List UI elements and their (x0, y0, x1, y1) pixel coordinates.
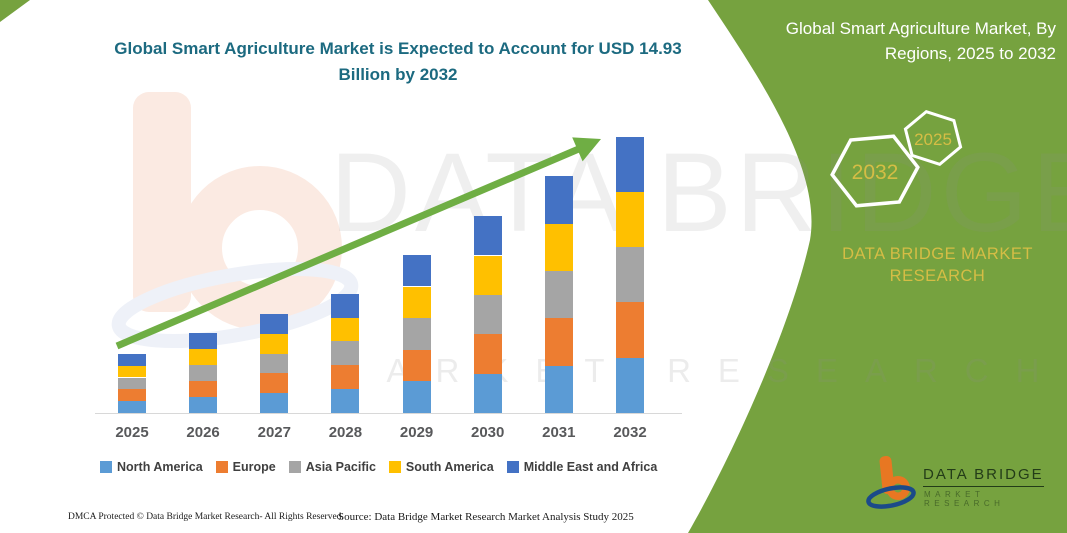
x-axis-label-2025: 2025 (115, 424, 149, 441)
legend-swatch-south-america (388, 461, 401, 473)
bar-2029-north-america (402, 381, 431, 413)
data-bridge-logo-icon (866, 455, 916, 509)
bar-2031-europe (544, 318, 573, 366)
bar-2032-asia-pacific (616, 247, 644, 303)
watermark-subtext: MARKET RESEARCH (332, 352, 1067, 389)
x-axis-label-2026: 2026 (186, 424, 220, 441)
bar-2027-middle-east-and-africa (260, 314, 289, 334)
bar-2029-europe (402, 349, 431, 382)
chart-legend: North America Europe Asia Pacific South Ame… (100, 460, 657, 474)
bar-2030-middle-east-and-africa (473, 216, 502, 256)
bar-2028-europe (331, 365, 360, 390)
bar-2026-north-america (189, 396, 218, 413)
bar-2027-asia-pacific (260, 353, 289, 374)
bar-2031-south-america (544, 223, 573, 271)
bar-2026-europe (189, 380, 218, 397)
legend-label: South America (405, 460, 494, 474)
legend-label: Europe (232, 460, 276, 474)
bar-2032-north-america (616, 357, 644, 413)
bar-2027-north-america (260, 393, 289, 413)
bar-2032-middle-east-and-africa (616, 136, 644, 192)
bar-2025-middle-east-and-africa (118, 353, 146, 366)
bar-2031-asia-pacific (544, 271, 573, 319)
x-axis-label-2029: 2029 (399, 424, 434, 441)
bar-2030-asia-pacific (473, 294, 502, 335)
bar-2029-asia-pacific (402, 318, 431, 350)
bar-2032-europe (616, 302, 644, 358)
bar-2030-south-america (473, 255, 502, 295)
x-axis-label-2032: 2032 (613, 424, 647, 441)
x-axis-label-2028: 2028 (328, 424, 363, 441)
bar-2030-north-america (473, 373, 502, 413)
legend-label: Asia Pacific (305, 460, 376, 474)
logo-name: DATA BRIDGE (923, 466, 1044, 487)
bar-2031-north-america (544, 365, 573, 413)
legend-item-middle-east-and-africa: Middle East and Africa (506, 460, 658, 474)
brand-wordmark: DATA BRIDGE MARKET RESEARCH (842, 245, 1033, 286)
corner-triangle (0, 0, 30, 22)
bar-2027-europe (260, 373, 289, 394)
source-text: Source: Data Bridge Market Research Mark… (338, 511, 634, 523)
x-axis-line (95, 413, 682, 414)
hexagon-2032 (830, 134, 920, 208)
bar-2028-middle-east-and-africa (331, 293, 360, 318)
legend-swatch-middle-east-and-africa (506, 461, 519, 473)
bar-2026-south-america (189, 348, 218, 365)
bar-2025-europe (118, 389, 146, 402)
bar-2028-south-america (331, 317, 360, 342)
side-panel-heading: Global Smart Agriculture Market, By Regi… (785, 19, 1056, 63)
company-logo: DATA BRIDGE MARKET RESEARCH (865, 452, 1055, 512)
x-axis-label-2027: 2027 (257, 424, 291, 441)
bar-2030-europe (473, 334, 502, 374)
bar-2028-north-america (331, 389, 360, 413)
legend-label: Middle East and Africa (523, 460, 658, 474)
hexagon-2025 (903, 109, 963, 167)
bar-2027-south-america (260, 333, 289, 354)
legend-item-europe: Europe (215, 460, 276, 474)
legend-swatch-europe (215, 461, 228, 473)
bar-2026-asia-pacific (189, 364, 218, 381)
hexagon-badges: 2032 2025 (830, 109, 963, 208)
bar-2029-south-america (402, 286, 431, 319)
x-axis-label-2031: 2031 (542, 424, 576, 441)
legend-swatch-north-america (100, 461, 112, 473)
legend-item-asia-pacific: Asia Pacific (288, 460, 376, 474)
bar-2028-asia-pacific (331, 341, 360, 366)
copyright-text: DMCA Protected © Data Bridge Market Rese… (68, 512, 344, 522)
bar-2031-middle-east-and-africa (544, 176, 573, 224)
x-axis-label-2030: 2030 (471, 424, 505, 441)
bar-2026-middle-east-and-africa (189, 332, 218, 349)
bar-2025-asia-pacific (118, 377, 146, 390)
bar-2025-south-america (118, 365, 146, 378)
bar-2032-south-america (616, 191, 644, 248)
legend-swatch-asia-pacific (288, 461, 301, 473)
hexagon-2032-label: 2032 (852, 161, 899, 184)
legend-label: North America (117, 460, 203, 474)
legend-item-south-america: South America (388, 460, 494, 474)
legend-item-north-america: North America (100, 460, 203, 474)
page-title: Global Smart Agriculture Market is Expec… (114, 39, 682, 85)
logo-subtext: MARKET RESEARCH (924, 490, 1005, 508)
bar-2025-north-america (118, 401, 146, 413)
bar-2029-middle-east-and-africa (402, 254, 431, 287)
hexagon-2025-label: 2025 (914, 130, 952, 149)
